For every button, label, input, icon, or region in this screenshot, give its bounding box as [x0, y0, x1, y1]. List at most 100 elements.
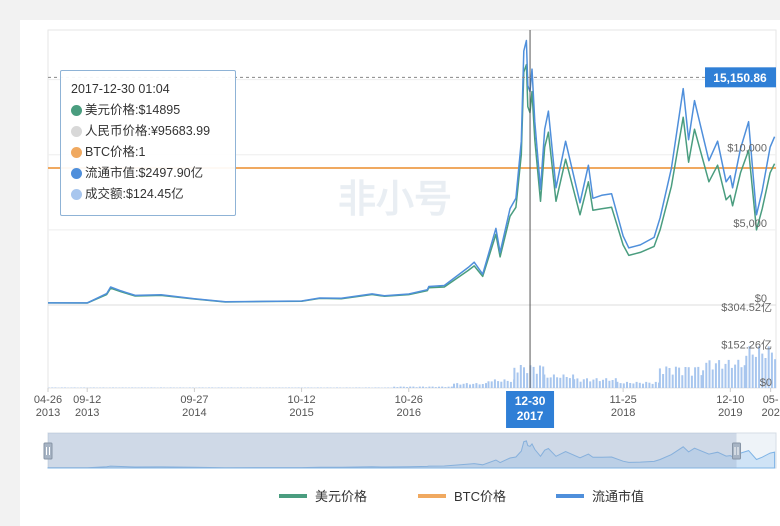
volume-bar: [714, 363, 717, 388]
volume-bar: [217, 387, 220, 388]
volume-bar: [711, 369, 714, 388]
legend-item-mcap[interactable]: 流通市值: [556, 486, 644, 505]
volume-bar: [665, 366, 668, 388]
volume-axis-label: $0: [760, 377, 772, 389]
volume-bar: [543, 374, 546, 388]
volume-bar: [198, 387, 201, 388]
x-tick-year: 2014: [182, 407, 206, 419]
volume-bar: [438, 386, 440, 388]
volume-bar: [767, 346, 770, 388]
plot-border: [47, 29, 777, 389]
volume-bar: [481, 384, 484, 388]
volume-bar: [406, 387, 408, 388]
volume-bar: [651, 383, 654, 388]
volume-bar: [754, 356, 757, 388]
volume-bar: [694, 367, 697, 388]
volume-bar: [573, 379, 576, 388]
tooltip-cny-price: 人民币价格:¥95683.99: [85, 124, 211, 138]
volume-bar: [188, 387, 191, 388]
volume-bar: [743, 365, 746, 388]
volume-bar: [526, 373, 529, 388]
volume-bar: [73, 387, 76, 388]
volume-bar: [542, 366, 545, 388]
volume-bar: [497, 381, 500, 388]
volume-bar: [211, 387, 214, 388]
volume-bar: [278, 387, 281, 388]
tooltip-dot-cny: [71, 126, 82, 137]
volume-bar: [374, 387, 377, 388]
volume-bar: [431, 386, 434, 388]
volume-bar: [459, 384, 462, 388]
volume-bar: [377, 387, 380, 388]
volume-bar: [150, 387, 153, 388]
volume-bar: [764, 358, 767, 388]
volume-bar: [562, 374, 565, 388]
volume-bar: [64, 387, 66, 388]
volume-bar: [589, 381, 592, 388]
tooltip-dot-volume: [71, 189, 82, 200]
volume-bar: [549, 377, 552, 388]
volume-bar: [745, 355, 748, 388]
tooltip-dot-mcap: [71, 168, 82, 179]
volume-bar: [102, 387, 105, 388]
watermark: 非小号: [338, 179, 452, 221]
tooltip-row-btc: BTC价格:1: [71, 142, 225, 163]
navigator-selection: [48, 433, 737, 468]
tooltip-row-volume: 成交额:$124.45亿: [71, 184, 225, 205]
x-tick-year: 2015: [289, 407, 313, 419]
volume-bar: [493, 379, 496, 388]
navigator-handle-right[interactable]: [732, 442, 742, 460]
tooltip-row-cny: 人民币价格:¥95683.99: [71, 121, 225, 142]
range-navigator[interactable]: [43, 432, 777, 469]
legend-item-usd[interactable]: 美元价格: [279, 486, 367, 505]
volume-bar: [608, 380, 611, 388]
volume-bars: [48, 346, 777, 388]
volume-bar: [485, 383, 487, 388]
volume-bar: [539, 365, 541, 388]
tooltip-title: 2017-12-30 01:04: [71, 82, 170, 96]
volume-bar: [619, 383, 622, 388]
price-axis-label: $10,000: [727, 143, 767, 155]
navigator-handle-left[interactable]: [43, 442, 53, 460]
volume-bar: [51, 387, 54, 388]
volume-bar: [160, 387, 162, 388]
volume-bar: [702, 370, 705, 388]
volume-bar: [60, 387, 63, 388]
volume-bar: [751, 354, 754, 388]
volume-bar: [552, 374, 555, 388]
volume-bar: [642, 383, 644, 388]
volume-bar: [444, 387, 447, 388]
volume-bar: [572, 374, 575, 388]
volume-bar: [131, 387, 134, 388]
volume-bar: [345, 387, 348, 388]
volume-bar: [616, 381, 619, 388]
volume-bar: [718, 360, 721, 388]
legend-swatch-mcap: [556, 493, 584, 498]
volume-bar: [450, 386, 453, 388]
volume-axis-label: $304.52亿: [721, 301, 772, 314]
volume-bar: [737, 359, 740, 388]
volume-bar: [112, 387, 114, 388]
legend-item-btc[interactable]: BTC价格: [418, 486, 506, 505]
series-line-market-cap: [48, 39, 776, 304]
volume-bar: [201, 387, 204, 388]
legend-label-usd: 美元价格: [315, 489, 368, 504]
volume-bar: [396, 387, 399, 388]
volume-bar: [761, 353, 764, 388]
volume-bar: [681, 375, 684, 388]
volume-bar: [387, 387, 390, 388]
volume-bar: [519, 365, 522, 388]
volume-bar: [469, 384, 471, 388]
volume-bar: [490, 381, 493, 388]
volume-bar: [532, 366, 535, 388]
volume-bar: [259, 387, 262, 388]
volume-bar: [611, 380, 614, 388]
volume-bar: [730, 367, 733, 388]
volume-bar: [509, 381, 512, 388]
x-tick-label: 04-26: [34, 394, 62, 406]
volume-axis-label: $152.26亿: [721, 339, 772, 352]
volume-bar: [475, 383, 478, 388]
volume-bar: [724, 363, 727, 388]
volume-bar: [240, 387, 242, 388]
